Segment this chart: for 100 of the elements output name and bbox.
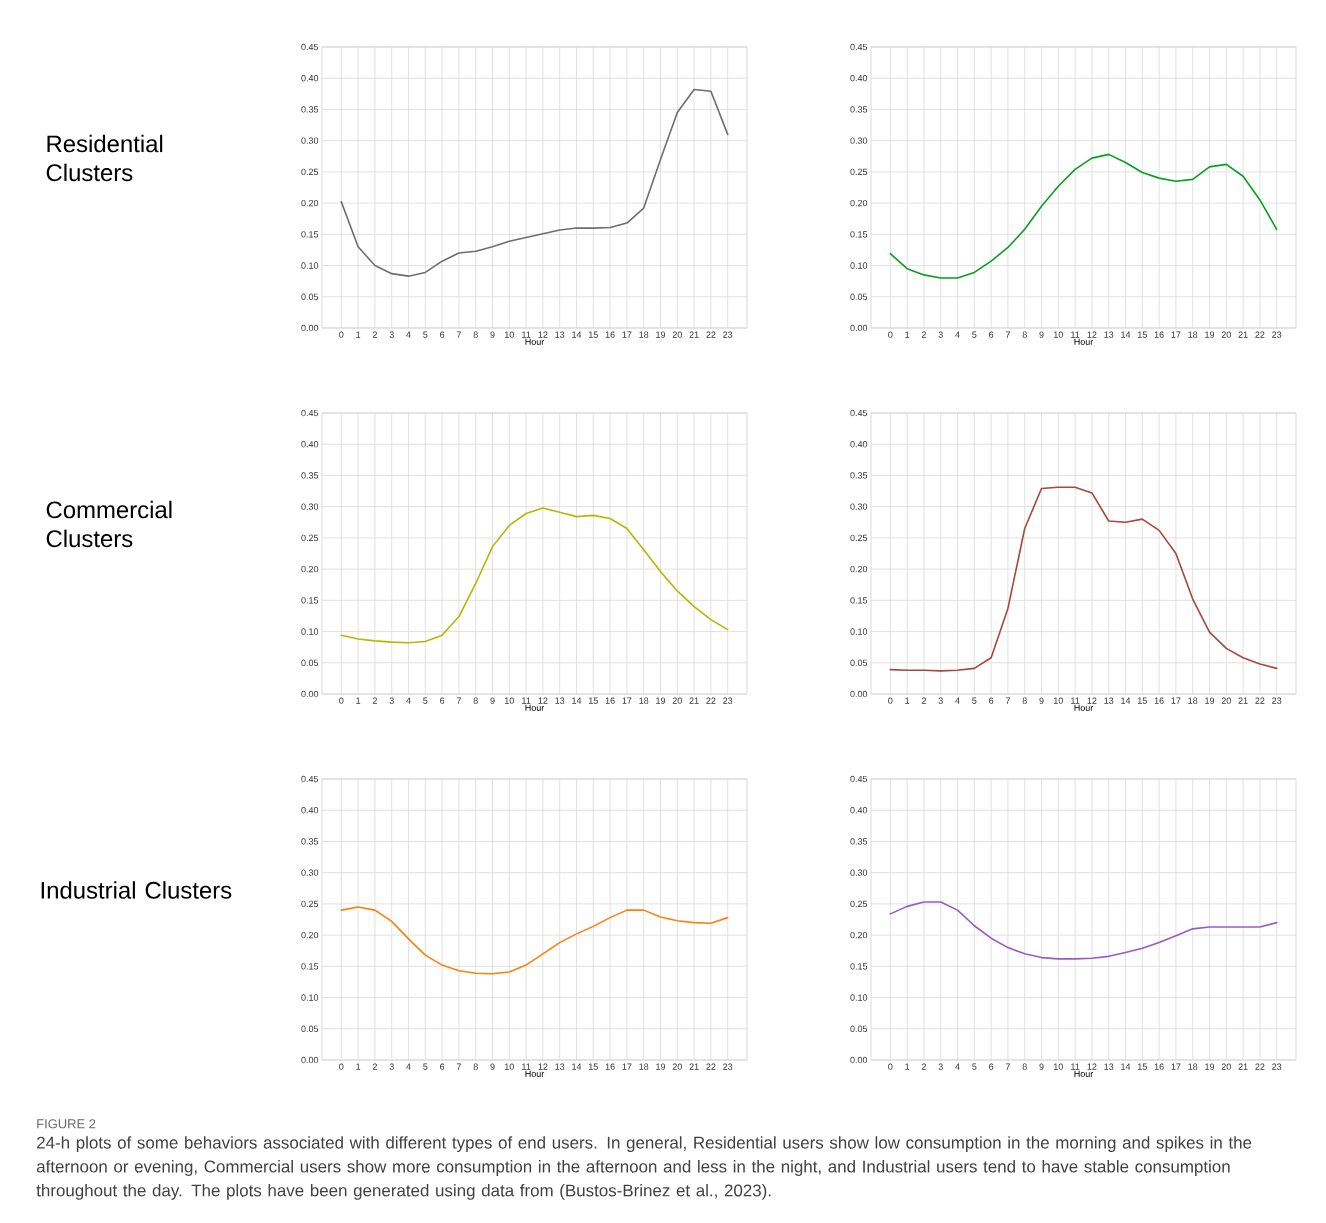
text: Commercial Clusters [46, 500, 172, 548]
x-tick-label: 13 [1104, 331, 1114, 338]
x-tick-label: 1 [356, 697, 361, 704]
x-tick-label: 3 [389, 1063, 394, 1070]
x-tick-label: 12 [1087, 331, 1097, 338]
x-tick-label: 11 [522, 697, 531, 704]
y-tick-label: 0.00 [301, 690, 319, 698]
y-tick-label: 0.15 [301, 231, 319, 238]
y-tick-label: 0.45 [301, 775, 319, 783]
x-tick-label: 2 [372, 331, 377, 338]
x-tick-label: 10 [1054, 697, 1063, 704]
y-tick-label: 0.30 [301, 137, 319, 144]
x-tick-label: 14 [1121, 1063, 1131, 1070]
y-tick-label: 0.30 [301, 503, 319, 510]
x-tick-label: 16 [1154, 697, 1164, 704]
x-tick-label: 0 [888, 697, 893, 704]
x-tick-label: 8 [473, 1063, 478, 1070]
x-tick-label: 12 [1087, 1063, 1097, 1070]
x-tick-label: 5 [972, 1063, 977, 1070]
y-tick-label: 0.10 [850, 628, 868, 635]
y-tick-label: 0.05 [850, 293, 868, 300]
y-tick-label: 0.35 [301, 106, 319, 113]
x-tick-label: 19 [656, 697, 666, 704]
x-tick-label: 7 [1005, 1063, 1010, 1070]
x-tick-label: 20 [672, 331, 682, 338]
x-tick-label: 0 [339, 1063, 344, 1070]
x-tick-label: 1 [356, 1063, 361, 1070]
x-tick-label: 20 [672, 1063, 682, 1070]
x-tick-label: 20 [1221, 1063, 1231, 1070]
x-tick-label: 6 [989, 1063, 994, 1070]
x-tick-label: 7 [456, 1063, 461, 1070]
y-tick-label: 0.30 [301, 869, 319, 876]
x-tick-label: 3 [938, 697, 943, 704]
y-tick-label: 0.25 [850, 900, 868, 908]
y-tick-label: 0.45 [850, 775, 868, 783]
x-tick-label: 23 [1272, 697, 1282, 704]
y-tick-label: 0.25 [301, 168, 319, 176]
x-tick-label: 6 [989, 697, 994, 704]
x-tick-label: 23 [723, 331, 733, 338]
x-tick-label: 14 [1121, 331, 1131, 338]
x-tick-label: 7 [456, 697, 461, 704]
x-tick-label: 3 [938, 1063, 943, 1070]
x-tick-label: 17 [1171, 1063, 1181, 1070]
y-tick-label: 0.05 [301, 293, 319, 300]
x-tick-label: 11 [522, 331, 531, 338]
x-tick-label: 17 [622, 1063, 632, 1070]
y-tick-label: 0.15 [301, 597, 319, 604]
y-tick-label: 0.40 [301, 807, 319, 814]
x-tick-label: 18 [639, 697, 649, 704]
y-tick-label: 0.05 [850, 1025, 868, 1032]
x-axis-title: Hour [1074, 704, 1094, 711]
y-tick-label: 0.35 [850, 838, 868, 845]
x-tick-label: 5 [423, 697, 428, 704]
x-tick-label: 6 [440, 697, 445, 704]
x-tick-label: 17 [622, 331, 632, 338]
x-tick-label: 4 [955, 331, 960, 338]
y-tick-label: 0.10 [301, 262, 319, 269]
y-tick-label: 0.00 [301, 324, 319, 332]
y-tick-label: 0.10 [850, 994, 868, 1001]
x-tick-label: 22 [706, 697, 716, 704]
x-tick-label: 17 [622, 697, 632, 704]
x-tick-label: 4 [955, 1063, 960, 1070]
line-series [340, 507, 729, 644]
x-tick-label: 15 [589, 697, 598, 704]
y-tick-label: 0.35 [301, 472, 319, 479]
x-tick-label: 6 [440, 331, 445, 338]
x-tick-label: 4 [955, 697, 960, 704]
x-tick-label: 11 [1071, 1063, 1080, 1070]
x-tick-label: 18 [1188, 1063, 1198, 1070]
x-tick-label: 5 [972, 331, 977, 338]
x-tick-label: 0 [888, 1063, 893, 1070]
x-tick-label: 21 [1238, 331, 1248, 338]
x-tick-label: 16 [605, 331, 615, 338]
y-tick-label: 0.20 [301, 199, 319, 207]
y-tick-label: 0.10 [301, 628, 319, 635]
x-tick-label: 22 [706, 331, 716, 338]
x-tick-label: 6 [440, 1063, 445, 1070]
y-tick-label: 0.00 [850, 690, 868, 698]
x-tick-label: 14 [572, 1063, 582, 1070]
line-series [340, 88, 729, 277]
x-tick-label: 5 [423, 331, 428, 338]
x-tick-label: 3 [938, 331, 943, 338]
x-tick-label: 8 [1022, 331, 1027, 338]
y-tick-label: 0.20 [850, 199, 868, 207]
y-tick-label: 0.25 [301, 900, 319, 908]
x-tick-label: 20 [672, 697, 682, 704]
text: Residential Clusters [46, 134, 163, 182]
x-tick-label: 3 [389, 331, 394, 338]
x-tick-label: 23 [1272, 331, 1282, 338]
caption: FIGURE 2 [37, 1119, 96, 1129]
y-tick-label: 0.20 [850, 565, 868, 573]
y-tick-label: 0.25 [850, 168, 868, 176]
x-tick-label: 21 [689, 697, 699, 704]
y-tick-label: 0.15 [850, 597, 868, 604]
x-tick-label: 16 [1154, 1063, 1164, 1070]
x-tick-label: 10 [1054, 1063, 1063, 1070]
x-tick-label: 0 [888, 331, 893, 338]
x-tick-label: 4 [406, 1063, 411, 1070]
x-tick-label: 22 [1255, 331, 1265, 338]
x-tick-label: 21 [689, 1063, 699, 1070]
